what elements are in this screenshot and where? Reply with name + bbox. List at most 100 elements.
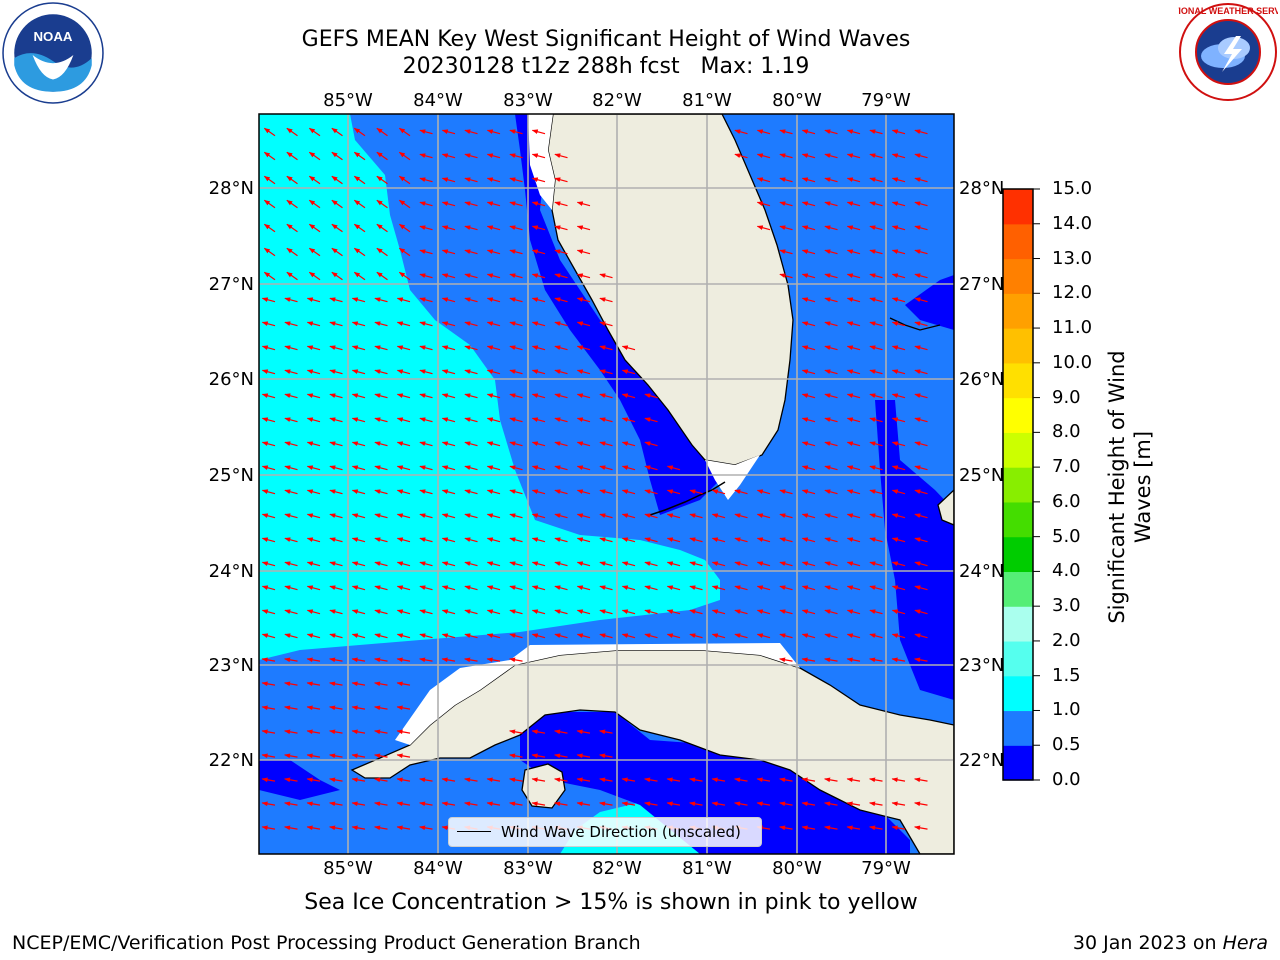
wind-wave-arrow [398, 223, 411, 233]
legend-line-swatch [457, 831, 491, 832]
wind-wave-arrow [306, 825, 321, 831]
wind-wave-arrow [869, 273, 883, 279]
wind-wave-arrow [666, 513, 681, 519]
national-weather-service-logo: NATIONAL WEATHER SERVICE [1178, 3, 1278, 101]
bahamas-island-2 [937, 489, 954, 526]
colorbar-frame [1002, 188, 1034, 781]
wind-wave-arrow [464, 489, 478, 495]
wind-wave-arrow [869, 633, 883, 639]
lat-label-left-6: 22°N [209, 750, 254, 771]
wind-wave-arrow [351, 729, 366, 735]
wind-wave-arrow [554, 729, 568, 735]
wind-wave-arrow [329, 609, 343, 615]
wind-wave-arrow [509, 729, 523, 735]
wind-wave-arrow [621, 801, 636, 807]
wind-wave-arrow [419, 825, 433, 831]
wind-wave-arrow [666, 609, 681, 615]
wind-wave-arrow [576, 609, 591, 615]
wind-wave-arrow [464, 345, 478, 351]
wind-wave-arrow [576, 225, 591, 231]
wind-wave-arrow [331, 199, 343, 209]
wind-wave-arrow [306, 585, 321, 591]
wind-wave-arrow [464, 777, 478, 783]
wind-wave-arrow [869, 561, 883, 567]
wind-wave-arrow [711, 801, 726, 807]
wind-wave-arrow [329, 585, 343, 591]
wind-wave-arrow [351, 561, 366, 567]
wind-wave-arrow [419, 273, 433, 279]
map-title-line2: 20230128 t12z 288h fcst Max: 1.19 [402, 54, 810, 79]
wind-wave-arrow [711, 537, 726, 543]
wind-wave-arrow [869, 369, 883, 375]
colorbar-band [1003, 571, 1033, 607]
lat-label-right-5: 23°N [959, 655, 1004, 676]
wind-wave-arrow [351, 681, 366, 687]
wind-wave-arrow [509, 249, 523, 255]
wind-wave-arrow [374, 441, 388, 447]
wind-wave-arrow [531, 249, 546, 255]
wind-wave-arrow [486, 561, 501, 567]
wind-wave-arrow [464, 441, 478, 447]
wind-wave-arrow [353, 127, 366, 137]
wind-wave-arrow [306, 537, 321, 543]
wind-wave-arrow [914, 657, 928, 663]
wind-wave-arrow [308, 223, 321, 233]
wind-wave-arrow [824, 297, 838, 303]
wind-wave-arrow [284, 489, 298, 495]
wind-wave-arrow [801, 585, 816, 591]
wind-wave-arrow [464, 585, 478, 591]
wind-wave-arrow [914, 513, 928, 519]
wind-wave-arrow [846, 561, 861, 567]
colorbar-tick-label: 6.0 [1052, 490, 1081, 512]
wind-wave-arrow [914, 561, 928, 567]
wind-wave-arrow [374, 537, 388, 543]
colorbar-tick-label: 15.0 [1052, 178, 1093, 199]
lon-label-top-2: 83°W [503, 90, 553, 111]
wind-wave-arrow [261, 489, 276, 495]
wind-wave-arrow [261, 537, 276, 543]
wind-wave-arrow [599, 537, 613, 543]
wind-wave-arrow [284, 657, 298, 663]
wind-wave-arrow [329, 369, 343, 375]
wind-wave-arrow [396, 369, 411, 375]
wind-wave-arrow [261, 345, 276, 351]
wind-wave-arrow [398, 127, 411, 137]
noaa-logo-text: NOAA [33, 29, 72, 44]
wind-wave-arrow [286, 247, 298, 257]
wind-wave-arrow [263, 247, 276, 257]
wind-wave-arrow [486, 537, 501, 543]
wind-wave-arrow [396, 513, 411, 519]
wind-wave-arrow [621, 537, 636, 543]
wind-wave-arrow [824, 393, 838, 399]
wind-wave-arrow [914, 321, 928, 327]
wind-wave-arrow [891, 129, 906, 135]
wind-wave-arrow [263, 271, 276, 281]
wind-wave-arrow [599, 441, 613, 447]
wind-wave-arrow [261, 441, 276, 447]
wind-wave-arrow [486, 777, 501, 783]
wind-wave-arrow [891, 225, 906, 231]
wind-wave-arrow [779, 489, 793, 495]
lat-label-left-5: 23°N [209, 655, 254, 676]
wind-wave-arrow [869, 153, 883, 159]
wind-wave-arrow [374, 801, 388, 807]
wind-wave-arrow [891, 369, 906, 375]
wind-wave-arrow [509, 321, 523, 327]
wind-wave-arrow [644, 417, 658, 423]
wind-wave-arrow [419, 441, 433, 447]
wind-wave-arrow [396, 705, 411, 711]
wind-wave-arrow [846, 609, 861, 615]
ocean-deep-blue-sw [259, 760, 340, 800]
wind-wave-arrow [263, 151, 276, 161]
wind-wave-arrow [914, 225, 928, 231]
wind-wave-arrow [353, 271, 366, 281]
wind-wave-arrow [891, 249, 906, 255]
wind-wave-arrow [914, 489, 928, 495]
wind-wave-arrow [284, 609, 298, 615]
wind-wave-arrow [756, 513, 771, 519]
wind-wave-arrow [914, 417, 928, 423]
graticule [259, 114, 954, 854]
wind-wave-arrow [801, 321, 816, 327]
wind-wave-arrow [756, 153, 771, 159]
